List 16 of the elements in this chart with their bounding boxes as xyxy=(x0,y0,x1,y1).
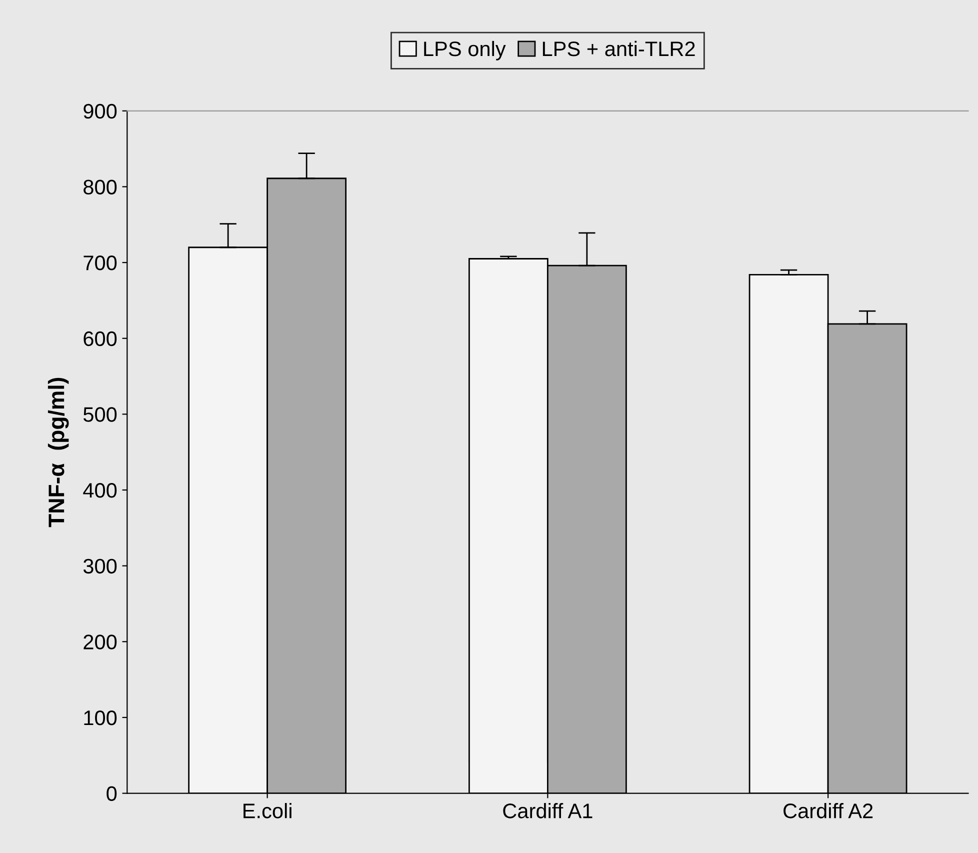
y-tick-label: 600 xyxy=(84,331,117,346)
y-axis-title: TNF-α (pg/ml) xyxy=(48,378,69,528)
y-tick-label: 0 xyxy=(106,786,117,802)
y-tick-label: 700 xyxy=(84,256,117,270)
y-tick-label: 800 xyxy=(84,180,117,194)
y-tick-label: 100 xyxy=(84,710,117,726)
y-tick-label: 300 xyxy=(83,558,117,574)
y-tick-label: 400 xyxy=(83,483,117,498)
y-tick-label: 500 xyxy=(83,407,117,422)
x-tick-label: E.coli xyxy=(244,803,292,818)
x-tick-label: Cardiff A1 xyxy=(503,803,592,818)
legend-label: LPS only xyxy=(424,40,506,60)
x-tick-label: Cardiff A2 xyxy=(784,803,873,818)
y-tick-label: 900 xyxy=(84,104,117,119)
y-tick-label: 200 xyxy=(84,634,117,650)
legend-label: LPS + anti-TLR2 xyxy=(542,40,695,56)
